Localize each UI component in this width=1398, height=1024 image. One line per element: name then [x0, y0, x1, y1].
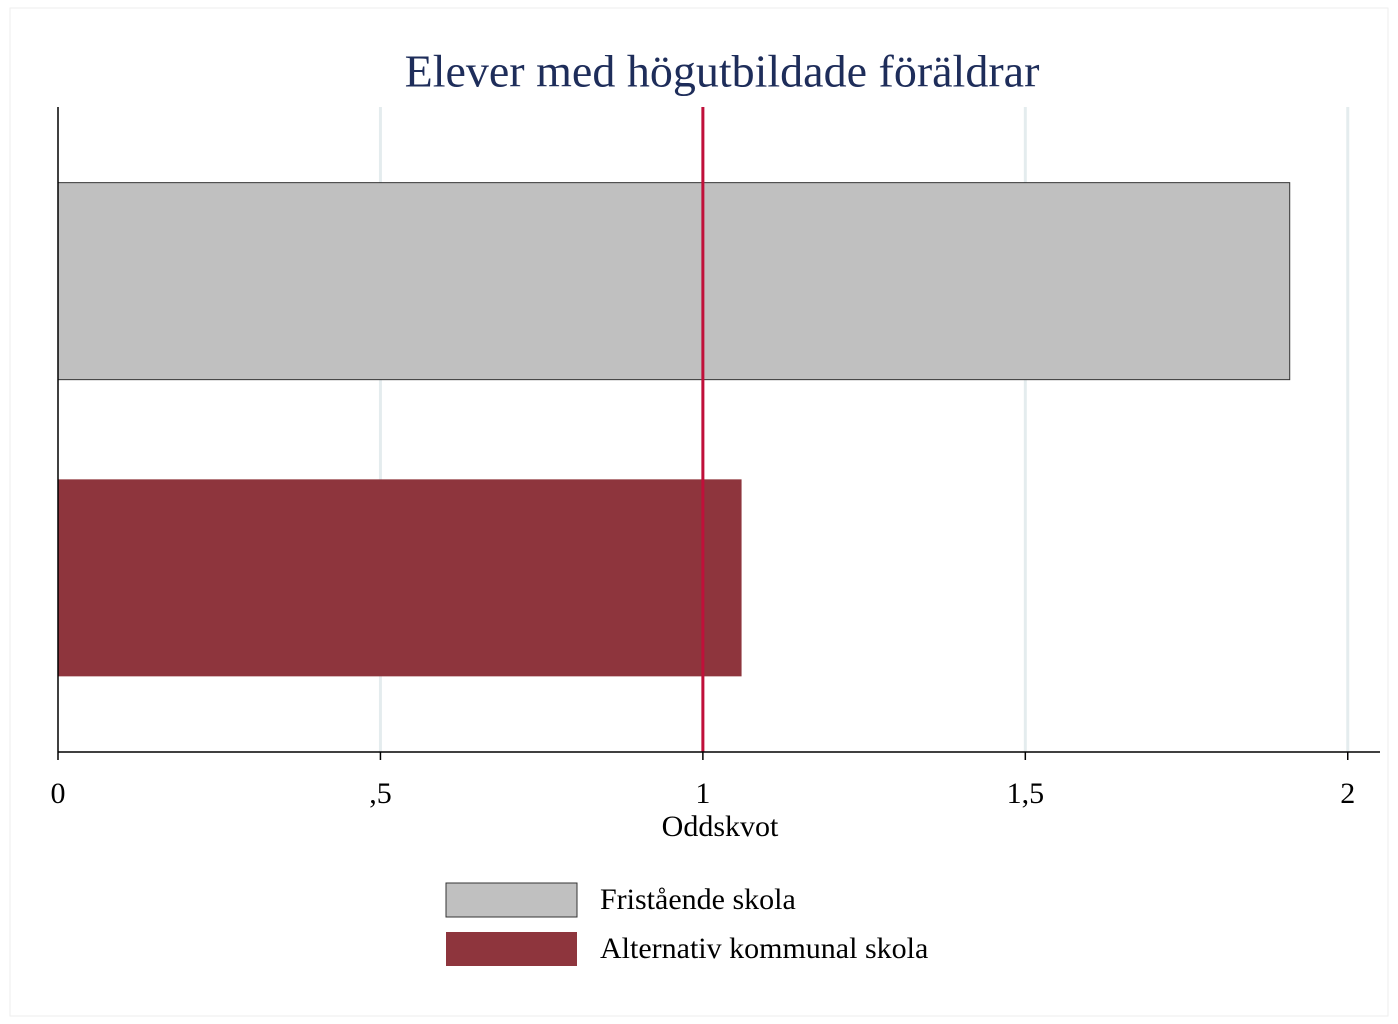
legend-swatch	[446, 932, 577, 966]
x-tick-label: 1	[695, 777, 710, 810]
chart-title: Elever med högutbildade föräldrar	[405, 46, 1040, 97]
x-tick-label: 2	[1340, 777, 1355, 810]
x-tick-label: ,5	[369, 777, 392, 810]
x-axis-label: Oddskvot	[662, 810, 779, 843]
legend-swatch	[445, 882, 578, 918]
bar	[58, 479, 742, 677]
legend-label: Fristående skola	[600, 883, 796, 916]
legend-label: Alternativ kommunal skola	[600, 932, 928, 965]
bar	[57, 182, 1291, 381]
x-tick-label: 1,5	[1007, 777, 1045, 810]
x-tick-label: 0	[51, 777, 66, 810]
